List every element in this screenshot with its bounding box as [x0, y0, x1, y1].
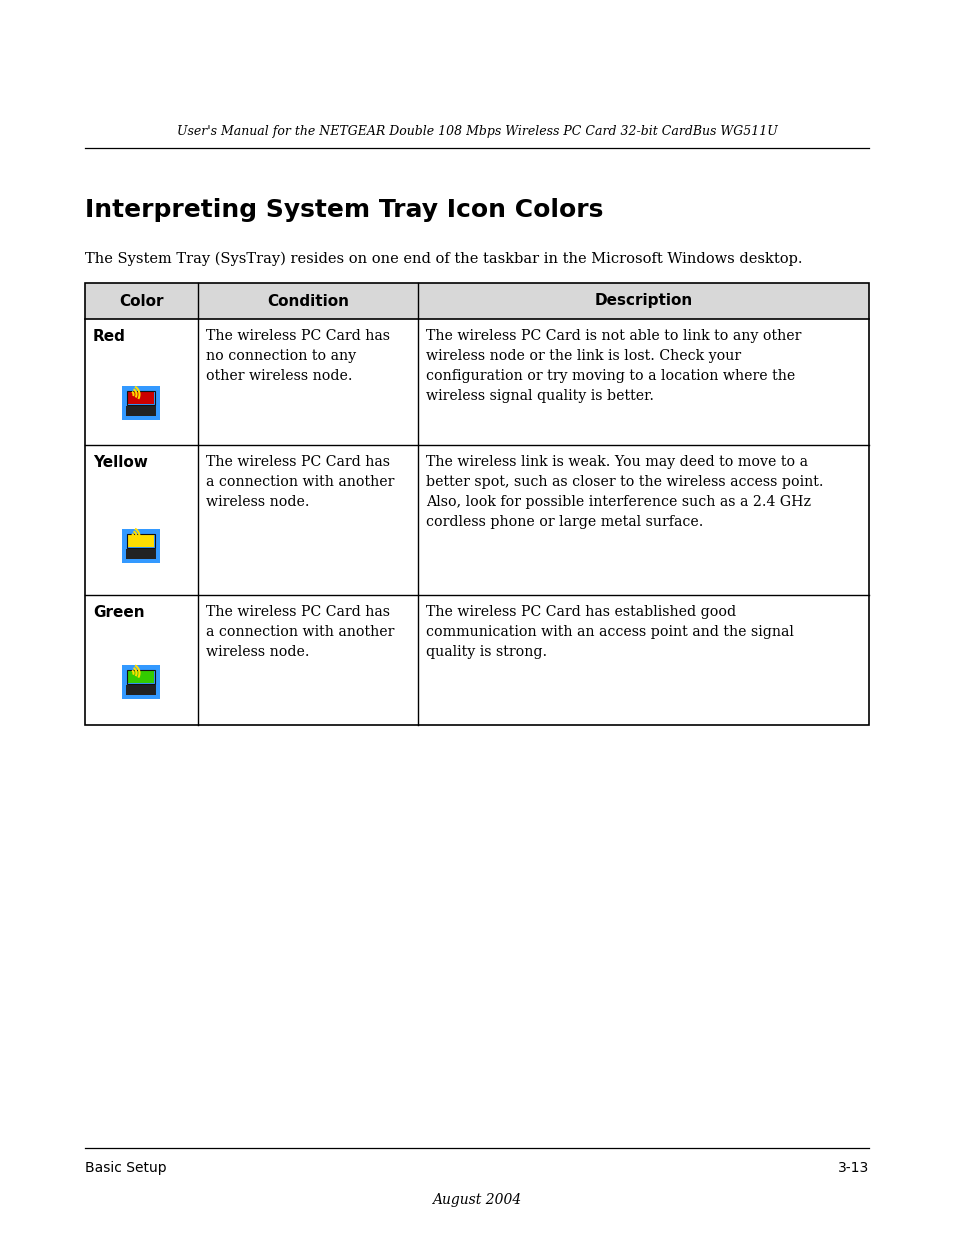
Bar: [128, 391, 155, 405]
Bar: [127, 406, 156, 416]
Text: Basic Setup: Basic Setup: [85, 1161, 167, 1174]
Text: The wireless PC Card has
a connection with another
wireless node.: The wireless PC Card has a connection wi…: [206, 605, 394, 659]
Text: August 2004: August 2004: [432, 1193, 521, 1207]
Text: Color: Color: [119, 294, 164, 309]
Bar: [128, 671, 155, 684]
Text: The wireless PC Card is not able to link to any other
wireless node or the link : The wireless PC Card is not able to link…: [426, 329, 801, 403]
Bar: [127, 685, 156, 695]
Text: Interpreting System Tray Icon Colors: Interpreting System Tray Icon Colors: [85, 198, 602, 222]
Text: Red: Red: [92, 329, 126, 345]
Bar: [85, 283, 868, 725]
Bar: [128, 534, 155, 547]
Bar: [85, 283, 868, 319]
Bar: [122, 529, 160, 562]
Bar: [122, 666, 160, 699]
Bar: [129, 671, 154, 683]
Bar: [122, 387, 160, 420]
Text: Condition: Condition: [267, 294, 349, 309]
Bar: [129, 535, 154, 547]
Text: The wireless PC Card has established good
communication with an access point and: The wireless PC Card has established goo…: [426, 605, 793, 659]
Text: Green: Green: [92, 605, 145, 620]
Text: The System Tray (SysTray) resides on one end of the taskbar in the Microsoft Win: The System Tray (SysTray) resides on one…: [85, 252, 801, 267]
Bar: [127, 548, 156, 558]
Text: Description: Description: [594, 294, 692, 309]
Text: The wireless PC Card has
no connection to any
other wireless node.: The wireless PC Card has no connection t…: [206, 329, 390, 383]
Text: User's Manual for the NETGEAR Double 108 Mbps Wireless PC Card 32-bit CardBus WG: User's Manual for the NETGEAR Double 108…: [176, 126, 777, 138]
Bar: [129, 393, 154, 404]
Text: The wireless link is weak. You may deed to move to a
better spot, such as closer: The wireless link is weak. You may deed …: [426, 454, 822, 529]
Text: The wireless PC Card has
a connection with another
wireless node.: The wireless PC Card has a connection wi…: [206, 454, 394, 509]
Text: 3-13: 3-13: [837, 1161, 868, 1174]
Text: Yellow: Yellow: [92, 454, 148, 471]
